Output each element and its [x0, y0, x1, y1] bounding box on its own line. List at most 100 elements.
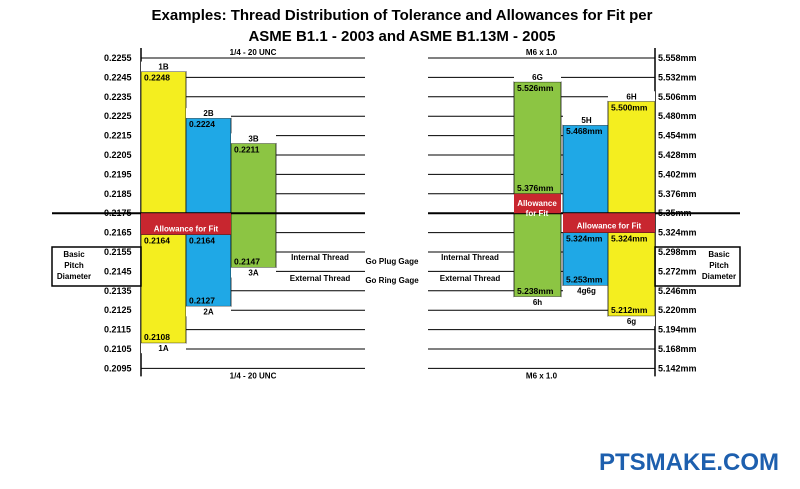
- left-allowance-band: [141, 213, 231, 235]
- right-tick-label: 5.402mm: [658, 169, 697, 179]
- left-class-label-bg: [141, 61, 186, 72]
- right-tick-label: 5.428mm: [658, 150, 697, 160]
- right-tick-label: 5.142mm: [658, 363, 697, 373]
- left-tick-label: 0.2255: [104, 53, 132, 63]
- right-class-label-6G: 6G: [532, 73, 543, 82]
- left-basic-label-2: Pitch: [64, 261, 84, 270]
- chart-title-line2: ASME B1.1 - 2003 and ASME B1.13M - 2005: [248, 28, 555, 45]
- left-class-label-1A: 1A: [158, 344, 168, 353]
- right-basic-pd-box: [654, 246, 741, 287]
- left-class-label-3A: 3A: [248, 269, 258, 278]
- left-tick-label: 0.2205: [104, 150, 132, 160]
- watermark: PTSMAKE.COM: [599, 449, 779, 476]
- left-bar-1A: [140, 234, 187, 344]
- left-min-label-2A: 0.2127: [189, 295, 215, 305]
- left-max-label-1A: 0.2164: [144, 236, 170, 246]
- right-min-label-6g: 5.212mm: [611, 305, 648, 315]
- right-class-label-bg: [563, 115, 610, 126]
- right-class-label-bg: [608, 91, 655, 102]
- right-min-label-6G: 5.376mm: [517, 183, 554, 193]
- left-class-label-bg: [186, 108, 231, 119]
- right-tick-label: 5.246mm: [658, 286, 697, 296]
- right-bar-6G: [513, 81, 562, 195]
- right-bar-5H: [562, 124, 611, 214]
- right-bar-6g: [607, 232, 656, 317]
- left-min-label-3A: 0.2147: [234, 257, 260, 267]
- left-tick-label: 0.2145: [104, 266, 132, 276]
- right-class-label-5H: 5H: [581, 116, 591, 125]
- right-max-label-4g6g: 5.324mm: [566, 234, 603, 244]
- right-class-label-bg: [608, 316, 655, 327]
- left-class-label-2A: 2A: [203, 307, 213, 316]
- left-tick-label: 0.2135: [104, 286, 132, 296]
- left-tick-label: 0.2245: [104, 72, 132, 82]
- right-class-label-6H: 6H: [626, 92, 636, 101]
- right-max-label-6H: 5.500mm: [611, 102, 648, 112]
- left-basic-label-1: Basic: [63, 250, 85, 259]
- right-min-label-6h: 5.238mm: [517, 286, 554, 296]
- right-tick-label: 5.298mm: [658, 247, 697, 257]
- right-tick-label: 5.506mm: [658, 92, 697, 102]
- left-tick-label: 0.2225: [104, 111, 132, 121]
- right-allowance-band-upper: [514, 193, 561, 214]
- right-tick-label: 5.194mm: [658, 325, 697, 335]
- left-footer: 1/4 - 20 UNC: [230, 371, 277, 380]
- left-tick-label: 0.2105: [104, 344, 132, 354]
- right-tick-label: 5.168mm: [658, 344, 697, 354]
- right-header: M6 x 1.0: [526, 48, 558, 57]
- go-ring-gage-label: Go Ring Gage: [365, 276, 419, 285]
- left-class-label-3B: 3B: [248, 134, 258, 143]
- right-min-label-4g6g: 5.253mm: [566, 275, 603, 285]
- left-class-label-bg: [231, 133, 276, 144]
- left-min-label-1A: 0.2108: [144, 332, 170, 342]
- right-tick-label: 5.272mm: [658, 266, 697, 276]
- left-max-label-2B: 0.2224: [189, 119, 215, 129]
- right-class-label-4g6g: 4g6g: [577, 287, 596, 296]
- left-bar-1B: [140, 71, 187, 214]
- right-class-label-bg: [514, 71, 561, 82]
- right-external-thread-label: External Thread: [440, 274, 501, 283]
- left-tick-label: 0.2165: [104, 228, 132, 238]
- right-max-label-5H: 5.468mm: [566, 126, 603, 136]
- right-tick-label: 5.480mm: [658, 111, 697, 121]
- right-tick-label: 5.558mm: [658, 53, 697, 63]
- right-basic-label-3: Diameter: [702, 272, 736, 281]
- left-max-label-1B: 0.2248: [144, 73, 170, 83]
- right-bar-6H: [607, 100, 656, 214]
- left-class-label-1B: 1B: [158, 63, 168, 72]
- left-header: 1/4 - 20 UNC: [230, 48, 277, 57]
- left-class-label-bg: [186, 306, 231, 317]
- go-plug-gage-label: Go Plug Gage: [366, 257, 419, 266]
- right-internal-thread-label: Internal Thread: [441, 253, 499, 262]
- left-class-label-2B: 2B: [203, 109, 213, 118]
- right-max-label-6g: 5.324mm: [611, 234, 648, 244]
- left-max-label-3B: 0.2211: [234, 144, 260, 154]
- left-max-label-2A: 0.2164: [189, 236, 215, 246]
- right-class-label-6h: 6h: [533, 298, 542, 307]
- right-tick-label: 5.324mm: [658, 228, 697, 238]
- right-allowance-band-lower: [563, 213, 655, 233]
- left-tick-label: 0.2235: [104, 92, 132, 102]
- left-bar-2B: [185, 117, 232, 214]
- right-class-label-6g: 6g: [627, 317, 636, 326]
- left-tick-label: 0.2115: [104, 325, 131, 335]
- right-max-label-6G: 5.526mm: [517, 83, 554, 93]
- chart-title-line1: Examples: Thread Distribution of Toleran…: [152, 7, 653, 24]
- left-internal-thread-label: Internal Thread: [291, 253, 349, 262]
- right-bar-6h: [513, 212, 562, 298]
- right-tick-label: 5.376mm: [658, 189, 697, 199]
- right-class-label-bg: [514, 296, 561, 307]
- left-tick-label: 0.2215: [104, 131, 132, 141]
- right-basic-label-1: Basic: [708, 250, 730, 259]
- left-basic-label-3: Diameter: [57, 272, 91, 281]
- right-tick-label: 5.454mm: [658, 131, 697, 141]
- left-tick-label: 0.2195: [104, 169, 132, 179]
- left-bar-2A: [185, 234, 232, 307]
- right-allowance-label-upper-1: Allowance: [517, 199, 557, 208]
- right-basic-label-2: Pitch: [709, 261, 729, 270]
- left-bar-3A: [230, 212, 277, 268]
- left-class-label-bg: [231, 267, 276, 278]
- right-allowance-label-upper-2: for Fit: [526, 209, 549, 218]
